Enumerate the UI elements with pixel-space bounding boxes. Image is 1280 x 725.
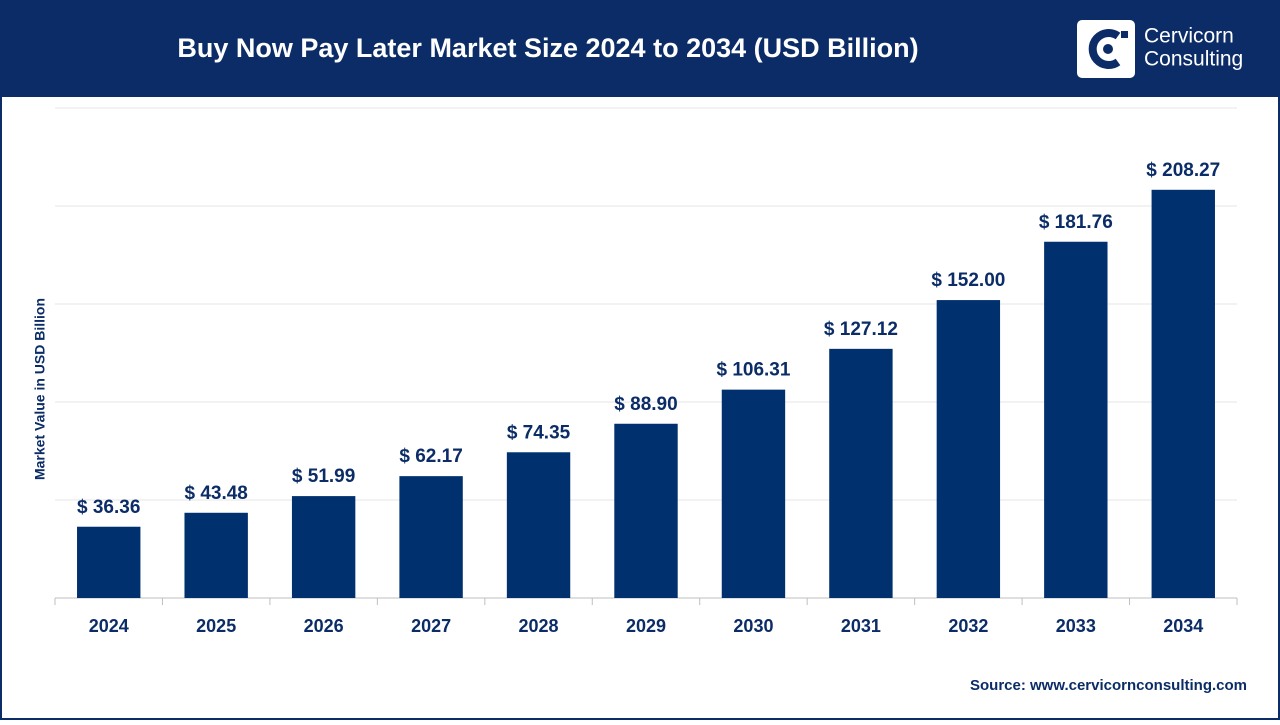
bar <box>614 423 678 598</box>
chart-title: Buy Now Pay Later Market Size 2024 to 20… <box>177 33 918 63</box>
x-tick-label: 2027 <box>411 616 451 636</box>
data-label: $ 43.48 <box>184 483 247 504</box>
logo-square <box>1121 31 1128 38</box>
data-label: $ 36.36 <box>77 497 140 518</box>
x-tick-label: 2024 <box>89 616 129 636</box>
x-tick-label: 2025 <box>196 616 236 636</box>
x-tick-label: 2034 <box>1163 616 1203 636</box>
bar <box>77 526 141 598</box>
x-tick-label: 2032 <box>948 616 988 636</box>
y-axis-label: Market Value in USD Billion <box>32 298 48 480</box>
x-tick-label: 2031 <box>841 616 881 636</box>
x-tick-label: 2033 <box>1056 616 1096 636</box>
data-label: $ 74.35 <box>507 422 571 443</box>
bar <box>1044 241 1108 598</box>
data-label: $ 208.27 <box>1146 160 1220 181</box>
data-label: $ 152.00 <box>931 270 1005 291</box>
bar <box>506 452 571 598</box>
data-label: $ 181.76 <box>1039 212 1113 233</box>
data-label: $ 106.31 <box>716 360 790 381</box>
data-label: $ 51.99 <box>292 466 355 487</box>
bar <box>184 512 248 598</box>
brand-line: Consulting <box>1144 48 1243 71</box>
source-note: Source: www.cervicornconsulting.com <box>970 677 1247 694</box>
bar <box>936 300 1001 598</box>
logo-dot <box>1103 44 1113 54</box>
brand-line: Cervicorn <box>1144 25 1234 48</box>
bar <box>721 389 786 598</box>
x-tick-label: 2028 <box>519 616 559 636</box>
logo-mark <box>1088 29 1121 69</box>
data-label: $ 127.12 <box>824 319 898 340</box>
bar <box>1151 189 1215 598</box>
header <box>0 0 1280 97</box>
x-tick-label: 2029 <box>626 616 666 636</box>
logo: Cervicorn Consulting <box>1077 20 1243 78</box>
data-label: $ 88.90 <box>614 394 677 415</box>
bar <box>291 496 356 598</box>
data-label: $ 62.17 <box>399 446 462 467</box>
bar <box>399 476 463 598</box>
bar <box>829 348 893 598</box>
x-tick-label: 2030 <box>733 616 773 636</box>
x-tick-label: 2026 <box>304 616 344 636</box>
